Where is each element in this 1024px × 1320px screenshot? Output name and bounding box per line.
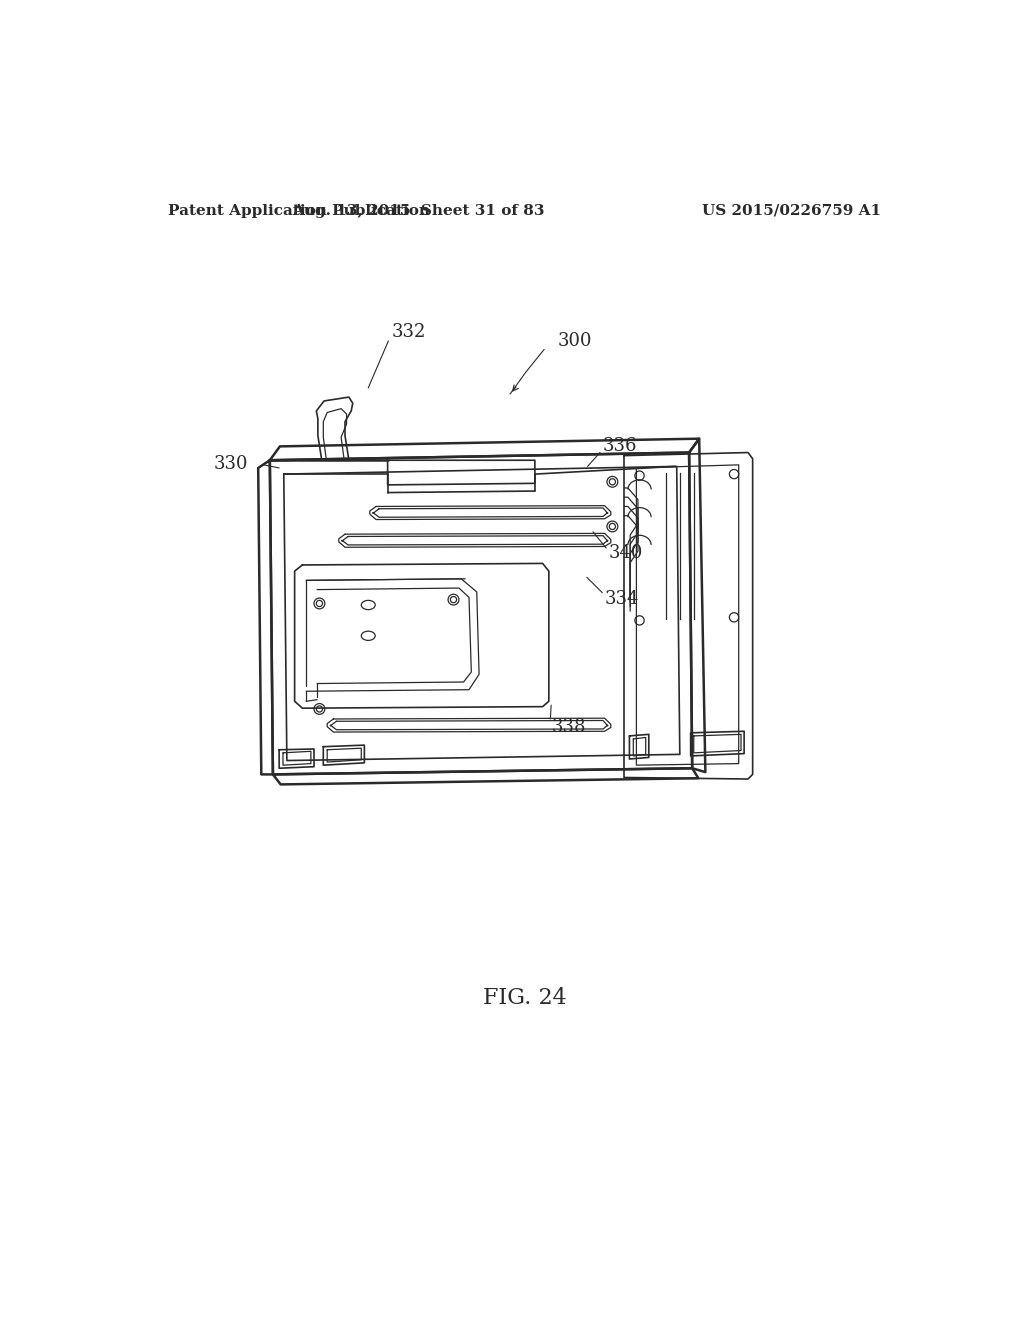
Text: 300: 300 bbox=[557, 331, 592, 350]
Text: FIG. 24: FIG. 24 bbox=[483, 987, 566, 1008]
Text: US 2015/0226759 A1: US 2015/0226759 A1 bbox=[701, 203, 881, 218]
Text: Patent Application Publication: Patent Application Publication bbox=[168, 203, 430, 218]
Text: 338: 338 bbox=[552, 718, 587, 735]
Text: 334: 334 bbox=[604, 590, 639, 607]
Text: 336: 336 bbox=[602, 437, 637, 454]
Text: 330: 330 bbox=[214, 455, 248, 473]
Text: 340: 340 bbox=[608, 544, 643, 562]
Text: 332: 332 bbox=[391, 322, 426, 341]
Text: Aug. 13, 2015  Sheet 31 of 83: Aug. 13, 2015 Sheet 31 of 83 bbox=[293, 203, 545, 218]
